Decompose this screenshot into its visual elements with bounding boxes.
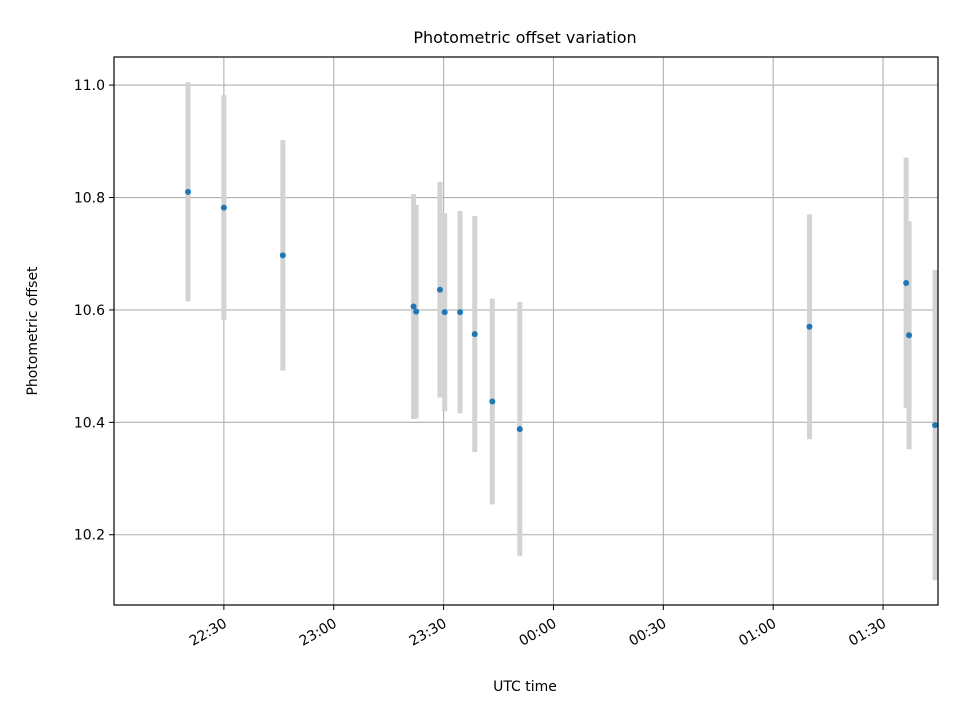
x-tick-label: 00:00: [517, 616, 560, 650]
data-point: [436, 286, 443, 293]
data-point: [279, 252, 286, 259]
ticks: 22:30 23:00 23:30 00:00 00:30 01:00 01:30 10.2 1…: [74, 78, 889, 650]
data-point: [932, 422, 939, 429]
data-point: [906, 332, 913, 339]
error-bars: [185, 82, 938, 581]
x-tick-label: 01:00: [736, 616, 779, 650]
data-point: [410, 303, 417, 310]
grid: [114, 57, 938, 605]
data-point: [441, 309, 448, 316]
x-tick-label: 00:30: [626, 616, 669, 650]
data-point: [471, 331, 478, 338]
x-tick-label: 01:30: [846, 616, 889, 650]
data-point: [516, 426, 523, 433]
plot-frame: [113, 56, 939, 606]
data-point: [220, 204, 227, 211]
x-tick-label: 22:30: [187, 616, 230, 650]
data-point: [489, 398, 496, 405]
y-tick-label: 10.4: [74, 415, 105, 431]
y-tick-label: 10.2: [74, 528, 105, 544]
data-point: [806, 323, 813, 330]
y-tick-label: 11.0: [74, 78, 105, 94]
x-axis-label: UTC time: [493, 679, 557, 695]
y-tick-label: 10.6: [74, 303, 105, 319]
y-axis-label: Photometric offset: [25, 266, 41, 396]
data-points: [184, 188, 939, 433]
chart-title: Photometric offset variation: [413, 28, 636, 47]
data-point: [413, 308, 420, 315]
data-point: [457, 309, 464, 316]
data-point: [184, 188, 191, 195]
y-tick-label: 10.8: [74, 191, 105, 207]
data-point: [903, 279, 910, 286]
x-tick-label: 23:00: [297, 616, 340, 650]
x-tick-label: 23:30: [407, 616, 450, 650]
